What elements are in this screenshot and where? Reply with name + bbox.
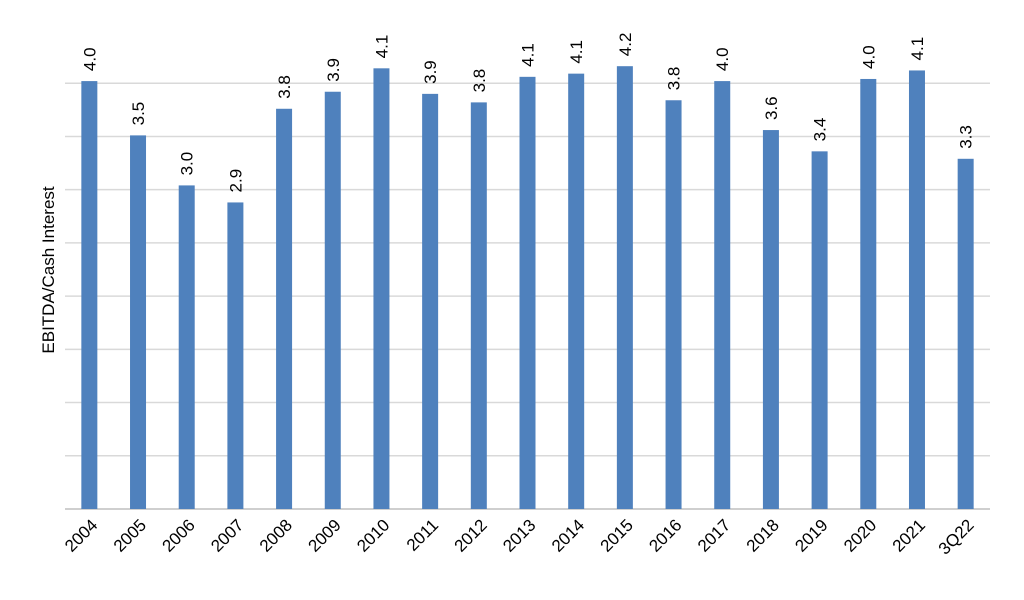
bar <box>178 185 195 510</box>
x-tick-label: 2016 <box>645 516 685 556</box>
value-label: 3.4 <box>811 118 830 142</box>
value-label: 4.2 <box>616 33 635 57</box>
x-tick-label: 2018 <box>743 516 783 556</box>
x-tick-label: 2006 <box>159 516 199 556</box>
y-axis-title: EBITDA/Cash Interest <box>39 186 58 354</box>
bar <box>860 78 877 509</box>
x-tick-label: 2017 <box>694 516 734 556</box>
bar <box>227 202 244 509</box>
bar <box>519 76 536 509</box>
bar <box>324 91 341 509</box>
bar <box>762 130 779 509</box>
bar <box>665 100 682 510</box>
x-tick-label: 3Q22 <box>935 516 978 559</box>
value-label: 4.1 <box>567 40 586 64</box>
value-label: 2.9 <box>226 169 245 193</box>
value-label: 4.1 <box>908 37 927 61</box>
x-tick-label: 2004 <box>61 516 101 556</box>
bar <box>714 81 731 510</box>
bar <box>957 158 974 509</box>
bar <box>276 108 293 509</box>
x-tick-label: 2011 <box>403 516 442 555</box>
x-tick-label: 2015 <box>597 516 637 556</box>
x-tick-label: 2012 <box>451 516 491 556</box>
value-label: 3.0 <box>178 152 197 176</box>
value-label: 4.1 <box>519 43 538 67</box>
bar <box>373 68 390 509</box>
value-label: 3.3 <box>957 125 976 149</box>
bar <box>130 135 147 509</box>
value-label: 3.8 <box>275 75 294 99</box>
x-tick-label: 2021 <box>889 516 929 556</box>
value-label: 4.0 <box>713 47 732 71</box>
value-label: 3.9 <box>421 60 440 84</box>
x-tick-label: 2020 <box>840 516 880 556</box>
bar <box>568 73 585 510</box>
bar <box>908 70 925 510</box>
bar <box>470 102 487 509</box>
bar <box>811 151 828 509</box>
x-tick-label: 2005 <box>110 516 150 556</box>
bar <box>616 66 633 510</box>
value-label: 4.0 <box>859 45 878 69</box>
value-label: 4.0 <box>80 47 99 71</box>
value-label: 3.9 <box>324 58 343 82</box>
value-label: 3.5 <box>129 102 148 126</box>
x-tick-label: 2014 <box>548 516 588 556</box>
bar <box>81 81 98 510</box>
bar <box>422 93 439 509</box>
value-label: 3.6 <box>762 96 781 120</box>
x-tick-label: 2019 <box>791 516 831 556</box>
x-tick-label: 2008 <box>256 516 296 556</box>
value-label: 3.8 <box>665 67 684 91</box>
x-tick-label: 2007 <box>207 516 247 556</box>
value-label: 3.8 <box>470 69 489 93</box>
x-tick-label: 2013 <box>499 516 539 556</box>
value-label: 4.1 <box>372 35 391 59</box>
x-tick-label: 2010 <box>353 516 393 556</box>
x-tick-label: 2009 <box>305 516 345 556</box>
